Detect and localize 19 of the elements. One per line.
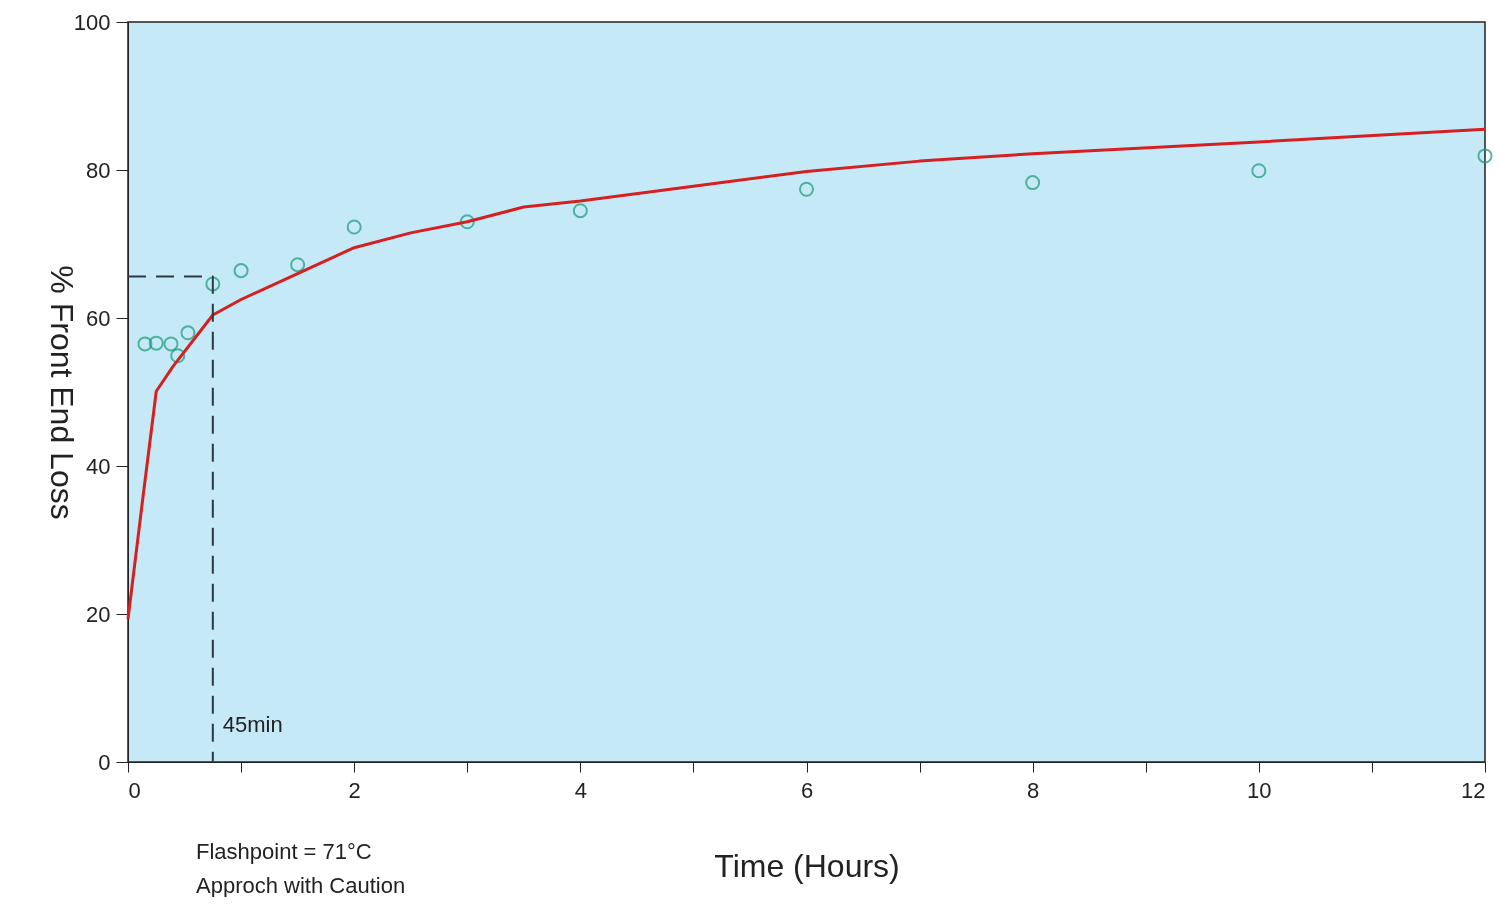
x-tick-label: 12: [1461, 777, 1486, 803]
y-tick-label: 0: [98, 749, 111, 775]
x-axis-title: Time (Hours): [714, 847, 900, 884]
y-tick-label: 40: [86, 453, 111, 479]
y-tick-label: 20: [86, 601, 111, 627]
y-tick-label: 80: [86, 157, 111, 183]
text: Flashpoint = 71°C: [196, 839, 372, 864]
text: Approch with Caution: [196, 873, 406, 898]
x-tick-label: 10: [1247, 777, 1272, 803]
y-axis-title: % Front End Loss: [43, 265, 80, 520]
annotation: 45min: [222, 712, 283, 737]
x-tick-label: 0: [128, 777, 141, 803]
x-tick-label: 4: [574, 777, 587, 803]
x-tick-label: 8: [1027, 777, 1040, 803]
line-series: [126, 127, 1487, 621]
y-tick-label: 60: [86, 305, 111, 331]
x-tick-label: 6: [800, 777, 814, 803]
x-tick-label: 2: [348, 777, 361, 803]
y-tick-label: 100: [73, 9, 111, 35]
